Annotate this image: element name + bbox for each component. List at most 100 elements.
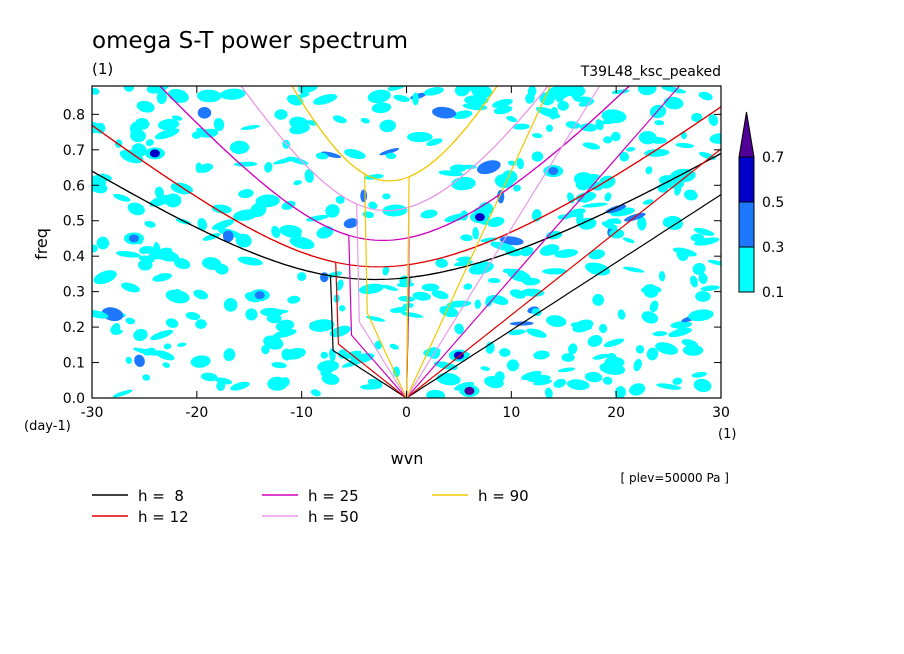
power-patch xyxy=(448,374,456,386)
power-patch xyxy=(480,366,491,371)
legend: h = 8 h = 12 h = 25 h = 50 h = 90 xyxy=(92,487,529,526)
power-patch xyxy=(707,259,721,267)
y-tick-label: 0.5 xyxy=(63,214,85,230)
power-patch xyxy=(367,378,383,388)
power-patch xyxy=(389,343,399,350)
power-patch xyxy=(367,89,391,104)
power-patch xyxy=(625,146,636,152)
power-patch xyxy=(661,86,687,94)
power-patch xyxy=(588,249,606,260)
power-patch xyxy=(335,195,345,204)
ig-curve xyxy=(291,86,498,182)
power-patch xyxy=(649,136,667,144)
power-patch xyxy=(344,148,366,160)
power-patch xyxy=(365,315,386,322)
power-patch xyxy=(185,312,201,321)
power-patch xyxy=(601,221,618,230)
power-patch xyxy=(662,217,672,227)
power-patch xyxy=(163,343,172,350)
power-contours xyxy=(92,86,721,398)
power-patch xyxy=(393,94,410,102)
dispersion-curves xyxy=(92,86,721,398)
power-patch xyxy=(635,344,645,354)
power-patch xyxy=(260,307,283,317)
power-patch xyxy=(539,244,560,256)
power-patch xyxy=(297,272,307,281)
legend-label: h = 50 xyxy=(308,508,359,526)
power-patch xyxy=(336,279,344,291)
power-patch xyxy=(371,102,392,114)
colorbar-extend-arrow xyxy=(738,111,755,158)
power-patch xyxy=(614,386,626,398)
power-patch xyxy=(368,201,378,210)
power-patch xyxy=(216,380,226,392)
power-patch xyxy=(633,358,642,372)
power-patch xyxy=(487,216,505,228)
plot-area xyxy=(91,85,722,399)
x-tick-label: -30 xyxy=(81,405,104,421)
power-patch xyxy=(456,256,472,262)
power-patch xyxy=(306,214,329,222)
power-patch xyxy=(677,324,685,336)
units-label: (1) xyxy=(92,60,113,78)
power-patch xyxy=(162,362,170,368)
power-patch xyxy=(484,376,504,389)
power-patch xyxy=(343,218,359,229)
power-patch xyxy=(144,220,156,228)
power-patch xyxy=(546,315,567,327)
x-tick-label: -20 xyxy=(185,405,208,421)
chart-title: omega S-T power spectrum xyxy=(92,28,408,54)
power-patch xyxy=(629,383,646,396)
power-patch xyxy=(315,152,329,160)
power-patch xyxy=(96,236,110,250)
power-patch xyxy=(646,347,659,361)
power-patch xyxy=(506,268,531,283)
power-patch xyxy=(412,92,419,106)
power-patch xyxy=(202,233,221,241)
power-patch xyxy=(154,186,165,199)
power-patch xyxy=(516,157,524,170)
colorbar-label: 0.5 xyxy=(762,195,784,211)
power-patch xyxy=(250,202,267,218)
power-patch xyxy=(606,352,617,363)
power-patch xyxy=(196,89,222,103)
power-patch xyxy=(452,110,473,120)
power-patch xyxy=(197,107,212,119)
power-patch xyxy=(173,258,191,270)
power-patch xyxy=(433,361,458,370)
power-patch xyxy=(642,199,654,205)
y-tick-label: 0.3 xyxy=(63,285,85,301)
power-patch xyxy=(271,225,281,238)
power-patch xyxy=(213,117,225,131)
peak-core xyxy=(149,149,160,158)
power-patch xyxy=(601,109,627,124)
power-patch xyxy=(130,129,146,143)
power-patch xyxy=(127,202,145,216)
power-patch xyxy=(382,265,390,276)
power-patch xyxy=(195,162,203,174)
y-axis-ticks: 0.0 0.1 0.2 0.3 0.4 0.5 0.6 0.7 0.8 xyxy=(63,107,721,407)
power-patch xyxy=(113,193,131,202)
power-patch xyxy=(520,246,534,257)
power-patch xyxy=(385,152,397,160)
power-patch xyxy=(683,189,698,201)
power-patch xyxy=(545,124,553,132)
y-tick-label: 0.0 xyxy=(63,391,85,407)
power-patch xyxy=(531,308,542,317)
power-patch xyxy=(682,344,704,356)
power-patch xyxy=(476,160,501,175)
power-patch xyxy=(573,96,592,103)
power-patch xyxy=(533,350,550,360)
peak-core xyxy=(548,167,559,176)
power-patch xyxy=(592,293,604,306)
power-patch xyxy=(460,210,469,221)
power-patch xyxy=(392,366,400,378)
power-patch xyxy=(592,353,610,360)
x-unit-label: (1) xyxy=(718,427,736,442)
power-patch xyxy=(585,262,611,276)
mrg-curve xyxy=(92,106,721,398)
x-tick-label: 20 xyxy=(607,405,625,421)
power-patch xyxy=(604,192,612,202)
power-patch xyxy=(565,208,586,218)
